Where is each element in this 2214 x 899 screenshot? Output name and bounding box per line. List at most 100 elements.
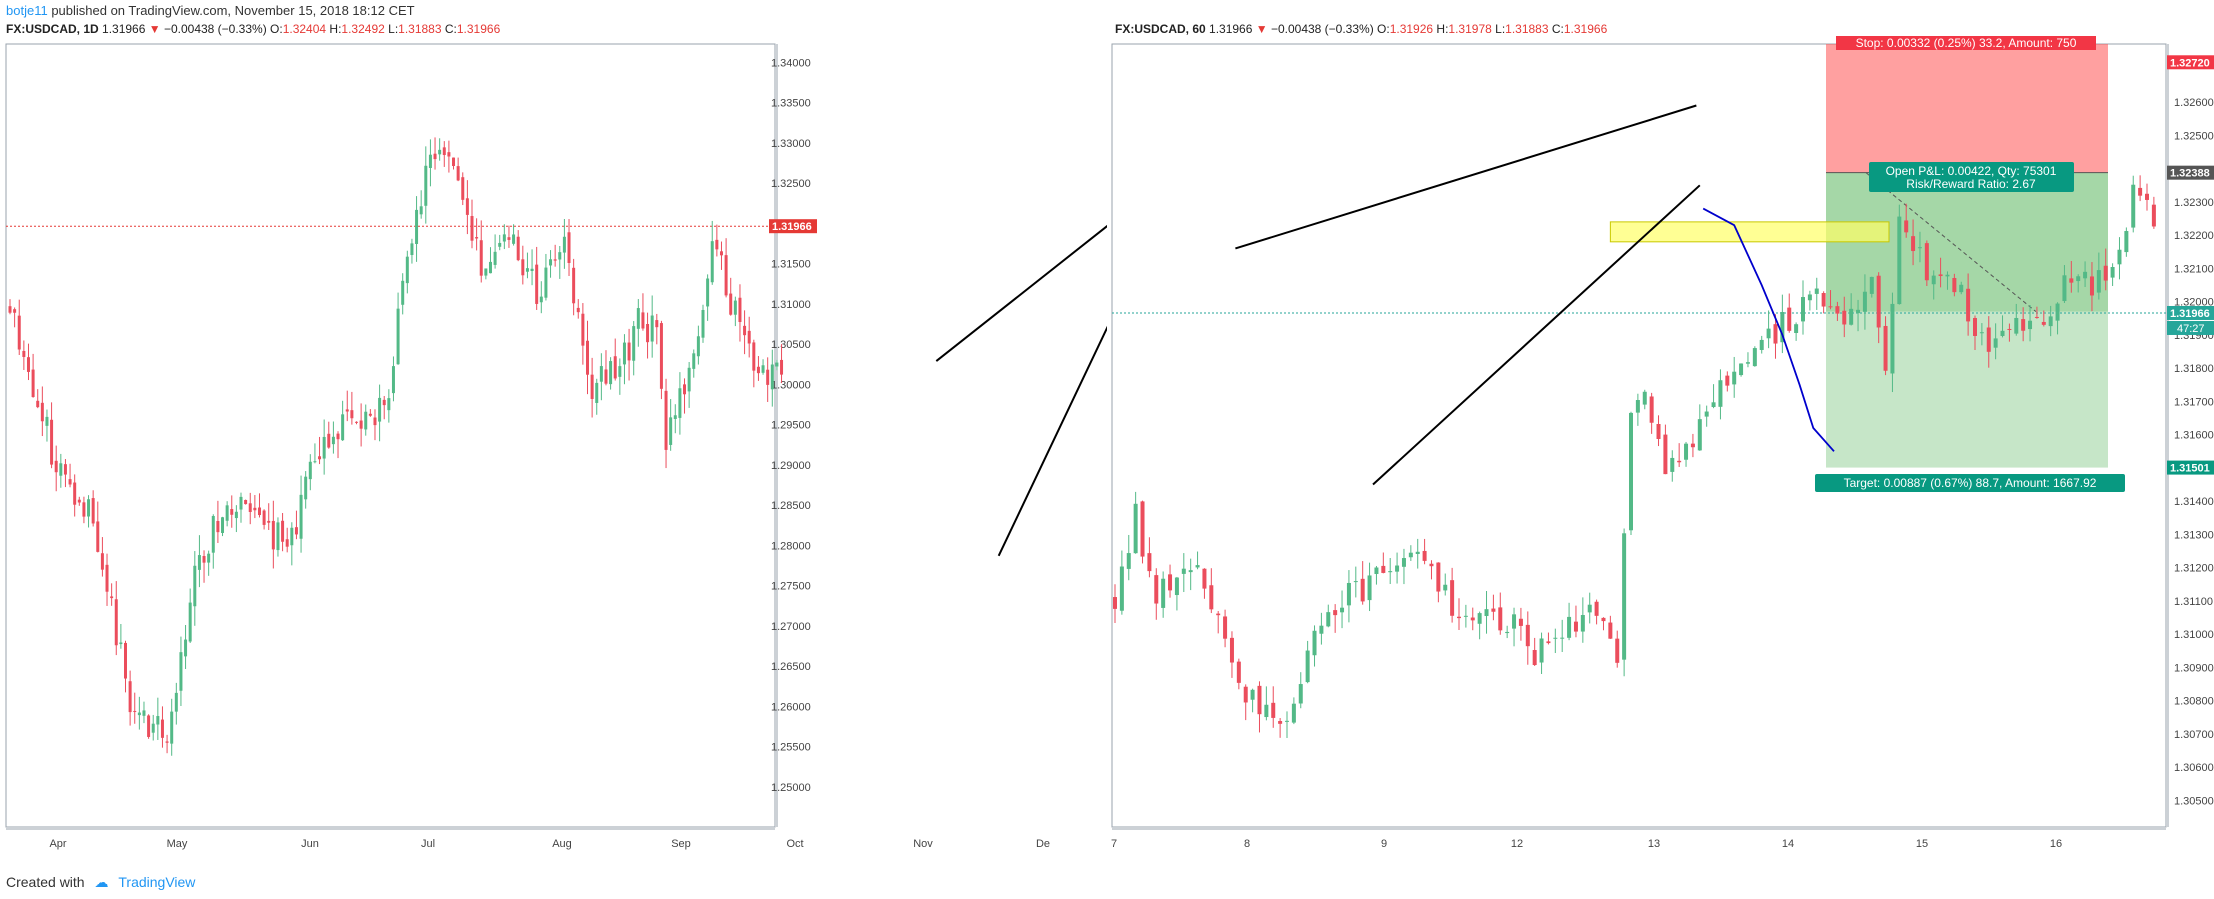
candle-body bbox=[692, 353, 696, 369]
candle-body bbox=[724, 255, 728, 296]
candle-body bbox=[1849, 308, 1854, 325]
author-link[interactable]: botje11 bbox=[6, 3, 48, 18]
y-tick-label: 1.32100 bbox=[2174, 263, 2214, 275]
candle-body bbox=[516, 236, 520, 261]
candle-body bbox=[2028, 320, 2033, 330]
candle-body bbox=[1814, 288, 1819, 294]
candle-body bbox=[73, 482, 77, 505]
candle-body bbox=[1904, 220, 1909, 233]
chart-pane-daily[interactable]: FX:USDCAD, 1D 1.31966 ▼ −0.00438 (−0.33%… bbox=[0, 0, 1107, 870]
candle-body bbox=[539, 296, 543, 303]
candle-body bbox=[1202, 568, 1207, 589]
y-tick-label: 1.33500 bbox=[771, 98, 811, 110]
candle-body bbox=[239, 496, 243, 510]
candle-body bbox=[525, 268, 529, 272]
symbol-name: FX:USDCAD, 1D bbox=[6, 22, 102, 36]
y-tick-label: 1.26500 bbox=[771, 661, 811, 673]
current-price-tag bbox=[769, 219, 817, 234]
candle-body bbox=[36, 400, 40, 408]
candle-body bbox=[1766, 328, 1771, 339]
candle-body bbox=[1897, 216, 1902, 305]
candle-body bbox=[447, 152, 451, 157]
y-tick-label: 1.31500 bbox=[771, 259, 811, 271]
candle-body bbox=[1821, 293, 1826, 307]
candle-body bbox=[456, 166, 460, 181]
y-tick-label: 1.31100 bbox=[2174, 596, 2213, 608]
candle-body bbox=[622, 342, 626, 365]
candle-body bbox=[2083, 271, 2088, 279]
candle-body bbox=[673, 415, 677, 419]
stop-price-tag-bg bbox=[2167, 55, 2214, 70]
candle-body bbox=[1663, 434, 1668, 475]
y-tick-label: 1.26000 bbox=[771, 701, 811, 713]
candle-body bbox=[1340, 607, 1345, 613]
candle-body bbox=[1374, 567, 1379, 574]
candle-body bbox=[68, 479, 72, 485]
candle-body bbox=[1952, 277, 1957, 293]
candle-body bbox=[428, 154, 432, 168]
candle-body bbox=[410, 243, 414, 256]
candle-body bbox=[1174, 577, 1179, 596]
y-tick-label: 1.30500 bbox=[771, 339, 811, 351]
x-tick-label: Sep bbox=[671, 838, 691, 850]
candle-body bbox=[2096, 270, 2101, 293]
candle-body bbox=[438, 149, 442, 155]
trendline bbox=[1235, 104, 1697, 250]
ohlc-key-l: L: bbox=[1495, 22, 1505, 36]
candle-body bbox=[267, 520, 271, 523]
candle-body bbox=[1168, 574, 1173, 591]
candle-body bbox=[553, 259, 557, 261]
candle-body bbox=[1649, 396, 1654, 423]
candle-body bbox=[613, 356, 617, 379]
candle-body bbox=[1876, 275, 1881, 328]
candle-body bbox=[1147, 553, 1152, 572]
candle-body bbox=[1732, 371, 1737, 385]
pnl-label-bg bbox=[1869, 162, 2074, 192]
y-tick-label: 1.31000 bbox=[2174, 629, 2214, 641]
candle-body bbox=[1271, 702, 1276, 718]
support-zone bbox=[1609, 221, 1890, 243]
candle-body bbox=[530, 268, 534, 272]
x-tick-label: 14 bbox=[1782, 838, 1794, 850]
candle-body bbox=[636, 308, 640, 329]
tradingview-logo-icon[interactable]: ☁ bbox=[94, 874, 109, 890]
candle-body bbox=[207, 553, 211, 563]
candle-body bbox=[669, 417, 673, 445]
candle-body bbox=[549, 259, 553, 266]
candle-body bbox=[1828, 306, 1833, 308]
candle-body bbox=[188, 602, 192, 642]
x-tick-label: Aug bbox=[552, 838, 572, 850]
candle-body bbox=[1140, 501, 1145, 557]
candle-body bbox=[1450, 580, 1455, 616]
tradingview-link[interactable]: TradingView bbox=[118, 874, 196, 890]
candle-body bbox=[1181, 568, 1186, 574]
candle-body bbox=[1532, 650, 1537, 666]
candle-body bbox=[142, 710, 146, 716]
entry-price-tag-bg bbox=[2167, 165, 2214, 180]
candle-body bbox=[1319, 625, 1324, 634]
ohlc-value-c: 1.31966 bbox=[457, 22, 501, 36]
candle-body bbox=[1684, 443, 1689, 460]
candle-body bbox=[710, 241, 714, 283]
change-value: −0.00438 (−0.33%) bbox=[1271, 22, 1377, 36]
candle-body bbox=[1360, 578, 1365, 602]
candle-body bbox=[211, 516, 215, 553]
candle-body bbox=[1443, 584, 1448, 591]
candle-body bbox=[424, 165, 428, 206]
chart-pane-hourly[interactable]: FX:USDCAD, 60 1.31966 ▼ −0.00438 (−0.33%… bbox=[1107, 0, 2214, 870]
candle-body bbox=[2021, 319, 2026, 331]
candle-body bbox=[294, 527, 298, 535]
ohlc-value-h: 1.32492 bbox=[341, 22, 388, 36]
current-price-label: 1.31966 bbox=[2170, 308, 2210, 320]
candle-body bbox=[1126, 553, 1131, 569]
ohlc-value-o: 1.31926 bbox=[1390, 22, 1437, 36]
candle-body bbox=[336, 433, 340, 440]
candle-body bbox=[1745, 362, 1750, 364]
candle-body bbox=[756, 366, 760, 374]
candle-body bbox=[664, 390, 668, 450]
candle-body bbox=[170, 711, 174, 744]
x-tick-label: 12 bbox=[1511, 838, 1523, 850]
candle-body bbox=[1739, 363, 1744, 376]
candle-body bbox=[461, 177, 465, 200]
candle-body bbox=[1573, 621, 1578, 632]
